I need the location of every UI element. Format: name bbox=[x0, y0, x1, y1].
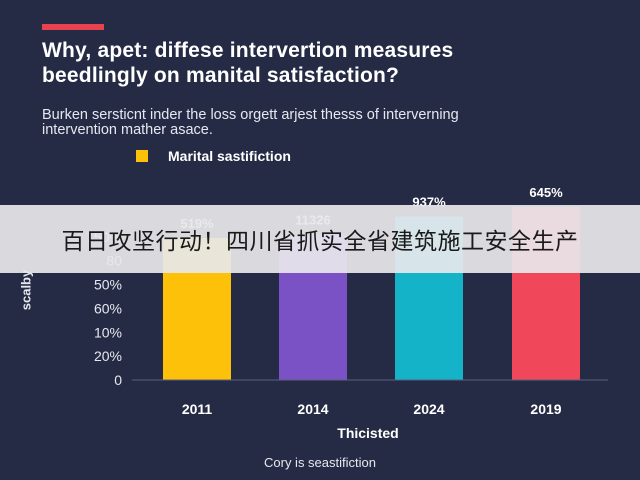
chart-caption: Cory is seastifiction bbox=[264, 455, 376, 470]
y-tick-label: 20% bbox=[94, 348, 122, 364]
chart-legend: Marital sastifiction bbox=[136, 148, 291, 164]
chart-subtitle-line-1: Burken sersticnt inder the loss orgett a… bbox=[42, 107, 459, 123]
overlay-banner-text: 百日攻坚行动！四川省抓实全省建筑施工安全生产 bbox=[61, 229, 579, 255]
x-tick-label: 2011 bbox=[182, 401, 213, 417]
y-tick-label: 10% bbox=[94, 324, 122, 340]
y-tick-label: 50% bbox=[94, 277, 122, 293]
y-tick-label: 0 bbox=[114, 372, 122, 388]
legend-swatch bbox=[136, 150, 148, 162]
title-accent-bar bbox=[42, 24, 104, 30]
overlay-banner: 百日攻坚行动！四川省抓实全省建筑施工安全生产 bbox=[0, 205, 640, 273]
chart-subtitle: Burken sersticnt inder the loss orgett a… bbox=[42, 108, 602, 138]
chart-title-line-2: beedlingly on manital satisfaction? bbox=[42, 64, 400, 87]
legend-label: Marital sastifiction bbox=[168, 148, 291, 164]
x-tick-label: 2019 bbox=[530, 401, 561, 417]
x-tick-label: 2024 bbox=[413, 401, 444, 417]
chart-title-line-1: Why, apet: diffese intervertion measures bbox=[42, 39, 454, 62]
y-tick-label: 60% bbox=[94, 300, 122, 316]
y-axis-label: scalby bbox=[18, 269, 34, 311]
chart-subtitle-line-2: intervention mather asace. bbox=[42, 122, 213, 138]
bar-data-label: 645% bbox=[529, 185, 563, 200]
x-axis-label: Thicisted bbox=[337, 425, 398, 441]
chart-title: Why, apet: diffese intervertion measures… bbox=[42, 38, 602, 88]
x-tick-label: 2014 bbox=[297, 401, 328, 417]
